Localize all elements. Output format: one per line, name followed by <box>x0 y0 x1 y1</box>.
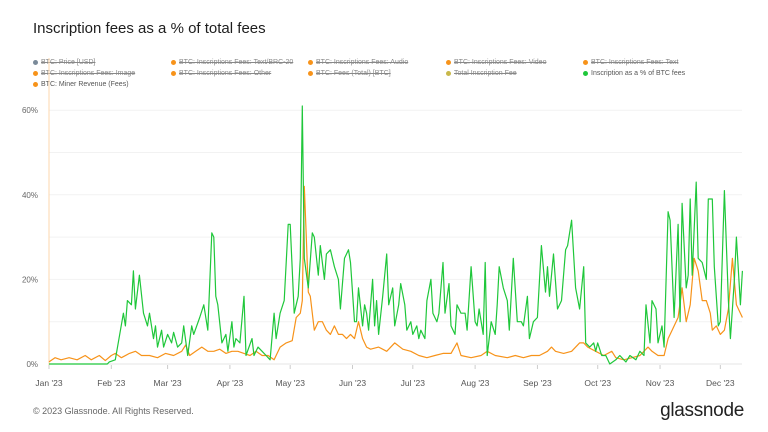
x-tick-label: Jan '23 <box>35 378 62 388</box>
x-tick-label: Apr '23 <box>217 378 244 388</box>
legend-item[interactable]: BTC: Inscriptions Fees: Text <box>583 59 678 66</box>
legend-dot-icon <box>33 82 38 87</box>
x-tick-label: Nov '23 <box>646 378 675 388</box>
glassnode-logo[interactable]: glassnode <box>660 400 744 421</box>
chart-title: Inscription fees as a % of total fees <box>33 20 266 37</box>
legend-label: BTC: Price [USD] <box>41 59 96 66</box>
legend-item[interactable]: BTC: Inscriptions Fees: Other <box>171 70 271 77</box>
legend-label: Total Inscription Fee <box>454 70 517 77</box>
legend-dot-icon <box>308 60 313 65</box>
legend-dot-icon <box>171 71 176 76</box>
legend-item[interactable]: BTC: Price [USD] <box>33 59 95 66</box>
legend-dot-icon <box>33 60 38 65</box>
x-tick-label: Dec '23 <box>706 378 735 388</box>
legend-item[interactable]: BTC: Inscriptions Fees: Audio <box>308 59 408 66</box>
legend-label: BTC: Inscriptions Fees: Audio <box>316 59 409 66</box>
x-tick-label: Sep '23 <box>523 378 552 388</box>
legend-item[interactable]: BTC: Miner Revenue (Fees) <box>33 81 129 88</box>
copyright: © 2023 Glassnode. All Rights Reserved. <box>33 406 194 416</box>
x-tick-label: May '23 <box>275 378 305 388</box>
legend-dot-icon <box>583 71 588 76</box>
legend-label: Inscription as a % of BTC fees <box>591 70 686 77</box>
legend-label: BTC: Inscriptions Fees: Other <box>179 70 272 77</box>
legend-dot-icon <box>583 60 588 65</box>
x-tick-label: Oct '23 <box>584 378 611 388</box>
legend-label: BTC: Fees (Total) [BTC] <box>316 70 391 77</box>
legend-item[interactable]: BTC: Inscriptions Fees: Text/BRC-20 <box>171 59 293 66</box>
legend-label: BTC: Miner Revenue (Fees) <box>41 81 129 88</box>
y-tick-label: 0% <box>26 360 38 369</box>
y-tick-label: 40% <box>22 191 38 200</box>
x-tick-label: Jul '23 <box>401 378 426 388</box>
legend-label: BTC: Inscriptions Fees: Text/BRC-20 <box>179 59 294 66</box>
legend-dot-icon <box>446 71 451 76</box>
x-tick-label: Aug '23 <box>461 378 490 388</box>
legend-dot-icon <box>171 60 176 65</box>
legend-item[interactable]: BTC: Inscriptions Fees: Video <box>446 59 546 66</box>
legend-dot-icon <box>308 71 313 76</box>
legend-item[interactable]: BTC: Inscriptions Fees: Image <box>33 70 135 77</box>
legend-dot-icon <box>446 60 451 65</box>
x-tick-label: Feb '23 <box>97 378 125 388</box>
x-tick-label: Jun '23 <box>339 378 366 388</box>
series-line-inscription-pct <box>49 105 743 365</box>
legend-label: BTC: Inscriptions Fees: Text <box>591 59 679 66</box>
x-tick-label: Mar '23 <box>154 378 182 388</box>
legend-item[interactable]: BTC: Fees (Total) [BTC] <box>308 70 391 77</box>
legend-dot-icon <box>33 71 38 76</box>
legend-label: BTC: Inscriptions Fees: Video <box>454 59 547 66</box>
y-tick-label: 60% <box>22 106 38 115</box>
legend-label: BTC: Inscriptions Fees: Image <box>41 70 136 77</box>
legend-item[interactable]: Total Inscription Fee <box>446 70 517 77</box>
y-tick-label: 20% <box>22 275 38 284</box>
legend-item[interactable]: Inscription as a % of BTC fees <box>583 70 685 77</box>
